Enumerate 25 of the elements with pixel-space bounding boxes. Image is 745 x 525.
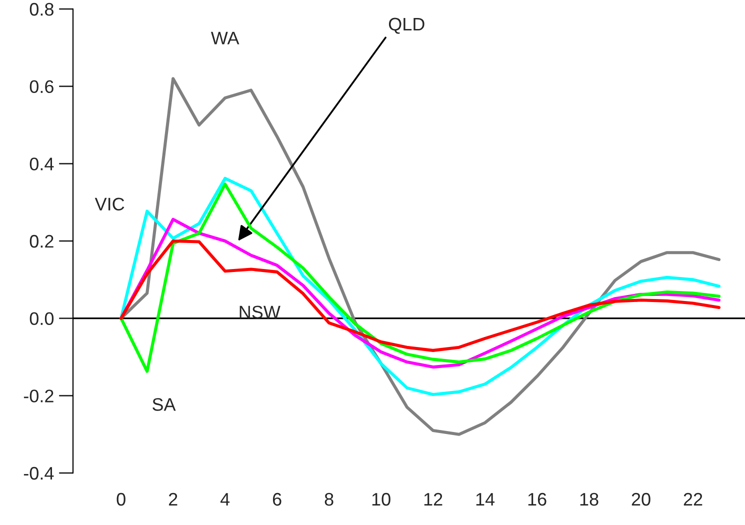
x-tick-label: 14	[476, 493, 495, 506]
x-tick-label: 6	[272, 492, 282, 506]
x-tick-label: 2	[168, 492, 178, 506]
y-tick-label: 0.6	[30, 80, 54, 94]
text: QLD	[388, 18, 424, 34]
x-tick-label: 4	[220, 493, 230, 506]
y-tick-label: 0.0	[30, 312, 54, 326]
y-tick-label: 0.2	[30, 234, 54, 248]
y-tick-label: -0.2	[24, 390, 54, 402]
x-tick-label: 8	[324, 492, 334, 506]
line-series	[120, 239, 721, 352]
x-tick-label: 10	[372, 492, 390, 506]
x-tick-label: 20	[632, 492, 650, 506]
x-tick-label: 0	[116, 492, 126, 506]
y-tick-label: 0.4	[30, 158, 54, 170]
y-tick-label: 0.8	[30, 2, 54, 16]
x-tick-label: 22	[684, 492, 702, 506]
x-tick-label: 18	[580, 492, 598, 506]
x-tick-label: 16	[528, 492, 546, 506]
series-label: NSW	[240, 306, 280, 319]
x-tick-label: 12	[424, 492, 442, 506]
series-label: VIC	[94, 198, 124, 211]
y-tick-label: -0.4	[24, 466, 54, 480]
text: WA	[210, 32, 240, 44]
series-label: SA	[152, 398, 176, 411]
